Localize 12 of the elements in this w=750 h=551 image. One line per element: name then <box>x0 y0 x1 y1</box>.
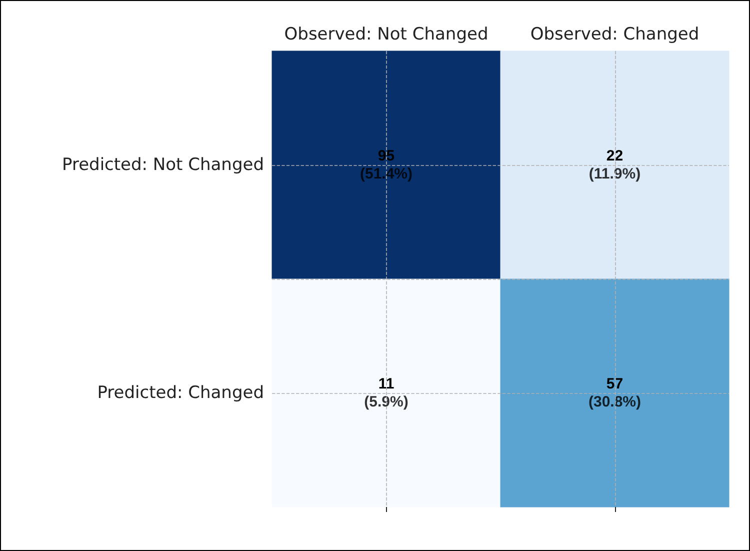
x-tick-label: Observed: Not Changed <box>284 24 488 44</box>
annotation: (51.4%) <box>360 166 413 182</box>
annotation: (5.9%) <box>364 394 408 410</box>
annotation: (11.9%) <box>588 166 641 182</box>
y-tick-label: Predicted: Not Changed <box>62 155 264 175</box>
y-tick-label: Predicted: Changed <box>97 383 264 403</box>
x-tick-label: Observed: Changed <box>530 24 700 44</box>
data-label: 22 <box>606 148 624 164</box>
data-label: 95 <box>378 148 395 164</box>
data-label: 57 <box>606 376 624 392</box>
annotation: (30.8%) <box>588 394 642 410</box>
data-label: 11 <box>378 376 394 392</box>
